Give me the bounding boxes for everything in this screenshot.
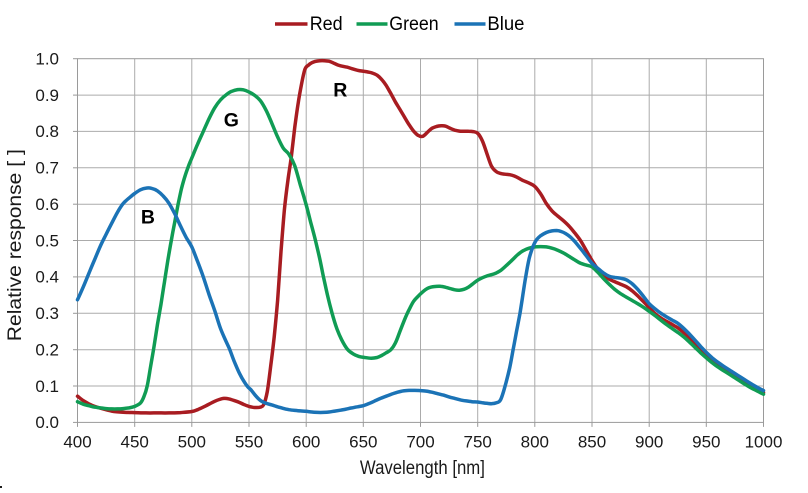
svg-text:1000: 1000 — [745, 432, 783, 451]
svg-text:Relative response [ ]: Relative response [ ] — [5, 149, 26, 341]
svg-text:700: 700 — [406, 432, 434, 451]
svg-text:B: B — [141, 206, 155, 228]
svg-text:650: 650 — [349, 432, 377, 451]
svg-text:Red: Red — [310, 14, 343, 35]
svg-text:550: 550 — [235, 432, 263, 451]
svg-text:0.3: 0.3 — [35, 304, 59, 323]
svg-text:0.7: 0.7 — [35, 159, 59, 178]
svg-text:0.4: 0.4 — [35, 268, 59, 287]
svg-text:0.1: 0.1 — [35, 377, 59, 396]
svg-text:Wavelength [nm]: Wavelength [nm] — [360, 458, 485, 479]
svg-text:900: 900 — [635, 432, 663, 451]
svg-text:0.6: 0.6 — [35, 195, 59, 214]
svg-text:0.2: 0.2 — [35, 341, 59, 360]
svg-text:400: 400 — [63, 432, 91, 451]
svg-text:0.8: 0.8 — [35, 122, 59, 141]
svg-text:850: 850 — [578, 432, 606, 451]
svg-text:G: G — [224, 110, 239, 132]
svg-text:0.0: 0.0 — [35, 413, 59, 432]
svg-text:450: 450 — [121, 432, 149, 451]
svg-text:0.5: 0.5 — [35, 231, 59, 250]
svg-text:500: 500 — [178, 432, 206, 451]
svg-text:600: 600 — [292, 432, 320, 451]
svg-text:800: 800 — [521, 432, 549, 451]
svg-text:0.9: 0.9 — [35, 86, 59, 105]
svg-text:R: R — [333, 80, 347, 102]
svg-text:Blue: Blue — [487, 14, 524, 35]
svg-text:1.0: 1.0 — [35, 50, 59, 69]
svg-text:950: 950 — [692, 432, 720, 451]
svg-text:Green: Green — [389, 14, 438, 35]
svg-text:750: 750 — [464, 432, 492, 451]
